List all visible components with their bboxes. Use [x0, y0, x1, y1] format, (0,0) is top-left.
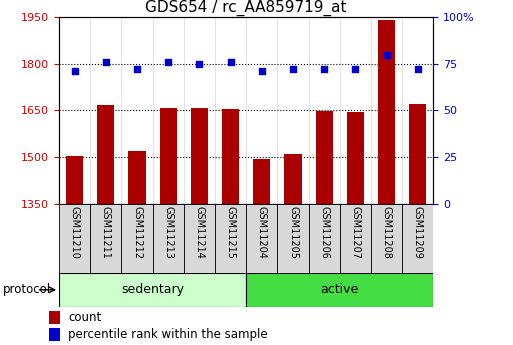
Bar [278, 204, 309, 273]
Bar [222, 109, 239, 204]
Bar [49, 328, 61, 341]
Title: GDS654 / rc_AA859719_at: GDS654 / rc_AA859719_at [146, 0, 347, 16]
Point [164, 59, 172, 65]
Text: count: count [68, 311, 101, 324]
Bar [191, 108, 208, 204]
Point [227, 59, 235, 65]
Text: GSM11214: GSM11214 [194, 206, 204, 258]
Text: GSM11205: GSM11205 [288, 206, 298, 259]
Text: GSM11211: GSM11211 [101, 206, 111, 258]
Bar [122, 204, 153, 273]
Text: GSM11213: GSM11213 [163, 206, 173, 258]
Point [414, 67, 422, 72]
Bar [59, 204, 90, 273]
Point [320, 67, 328, 72]
Text: percentile rank within the sample: percentile rank within the sample [68, 328, 268, 341]
Bar [97, 105, 114, 204]
Text: GSM11210: GSM11210 [70, 206, 80, 258]
Bar [59, 273, 246, 307]
Bar [309, 204, 340, 273]
Text: GSM11215: GSM11215 [226, 206, 235, 259]
Bar [378, 20, 395, 204]
Text: sedentary: sedentary [121, 283, 184, 296]
Text: GSM11208: GSM11208 [382, 206, 391, 258]
Text: GSM11206: GSM11206 [319, 206, 329, 258]
Bar [160, 108, 177, 204]
Bar [402, 204, 433, 273]
Bar [128, 151, 146, 204]
Text: GSM11212: GSM11212 [132, 206, 142, 259]
Bar [66, 156, 83, 204]
Point [383, 52, 391, 57]
Point [195, 61, 204, 67]
Bar [315, 111, 333, 204]
Bar [215, 204, 246, 273]
Point [102, 59, 110, 65]
Bar [371, 204, 402, 273]
Point [289, 67, 297, 72]
Point [70, 69, 78, 74]
Bar [184, 204, 215, 273]
Text: protocol: protocol [3, 283, 51, 296]
Bar [246, 204, 278, 273]
Text: active: active [321, 283, 359, 296]
Bar [253, 159, 270, 204]
Point [258, 69, 266, 74]
Text: GSM11207: GSM11207 [350, 206, 361, 259]
Bar [246, 273, 433, 307]
Bar [285, 154, 302, 204]
Bar [340, 204, 371, 273]
Point [133, 67, 141, 72]
Point [351, 67, 360, 72]
Text: GSM11204: GSM11204 [257, 206, 267, 258]
Bar [347, 112, 364, 204]
Bar [409, 104, 426, 204]
Bar [49, 311, 61, 324]
Bar [90, 204, 122, 273]
Bar [153, 204, 184, 273]
Text: GSM11209: GSM11209 [413, 206, 423, 258]
